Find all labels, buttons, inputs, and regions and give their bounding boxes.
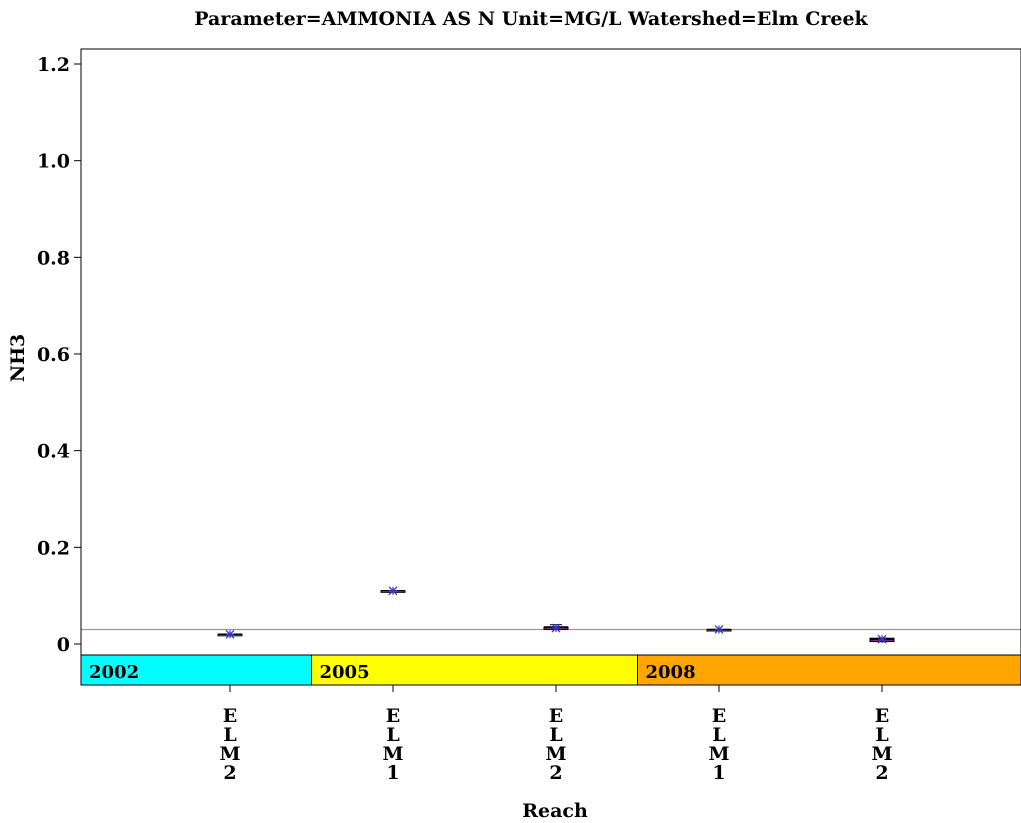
box-series bbox=[217, 586, 895, 644]
x-tick-label-char: 2 bbox=[223, 762, 236, 784]
y-axis-label: NH3 bbox=[7, 334, 29, 383]
y-tick-label: 0.4 bbox=[37, 441, 70, 463]
box-1 bbox=[380, 586, 406, 596]
year-band-2005 bbox=[311, 654, 638, 686]
x-tick-label-char: M bbox=[871, 743, 892, 765]
x-tick-label-char: E bbox=[875, 705, 889, 727]
year-band-label: 2005 bbox=[320, 662, 370, 683]
mean-marker bbox=[225, 629, 235, 639]
x-tick-label-char: M bbox=[382, 743, 403, 765]
mean-marker bbox=[714, 625, 724, 634]
x-tick-label-char: L bbox=[712, 724, 725, 746]
x-tick-label-char: E bbox=[549, 705, 563, 727]
year-band-label: 2008 bbox=[646, 662, 696, 683]
chart-title: Parameter=AMMONIA AS N Unit=MG/L Watersh… bbox=[194, 8, 868, 30]
x-axis-label: Reach bbox=[522, 800, 588, 822]
x-tick-label-char: M bbox=[545, 743, 566, 765]
y-axis: 0 0.2 0.4 0.6 0.8 1.0 1.2 bbox=[37, 54, 81, 656]
box-3 bbox=[706, 625, 732, 634]
y-tick-label: 1.0 bbox=[37, 151, 70, 173]
x-tick-label-char: E bbox=[386, 705, 400, 727]
x-tick-label-char: M bbox=[708, 743, 729, 765]
x-tick-label-char: L bbox=[875, 724, 888, 746]
x-tick-label-char: L bbox=[223, 724, 236, 746]
x-tick-label-char: M bbox=[219, 743, 240, 765]
y-tick-label: 0.2 bbox=[37, 537, 70, 559]
box-2 bbox=[543, 623, 569, 633]
y-tick-label: 1.2 bbox=[37, 54, 70, 76]
y-tick-label: 0.8 bbox=[37, 247, 70, 269]
x-tick-label-char: E bbox=[712, 705, 726, 727]
box-4 bbox=[869, 634, 895, 644]
x-tick-label-char: 1 bbox=[712, 762, 725, 784]
box-0 bbox=[217, 629, 243, 639]
mean-marker bbox=[551, 623, 561, 633]
year-band-label: 2002 bbox=[89, 662, 139, 683]
y-tick-label: 0 bbox=[57, 634, 70, 656]
x-tick-label-char: L bbox=[549, 724, 562, 746]
year-bands: 2002 2005 2008 bbox=[80, 654, 1021, 686]
x-tick-label-char: L bbox=[386, 724, 399, 746]
mean-marker bbox=[388, 586, 398, 596]
x-tick-label-char: 2 bbox=[875, 762, 888, 784]
plot-frame bbox=[80, 48, 1021, 686]
mean-marker bbox=[877, 634, 887, 644]
x-tick-label-char: 2 bbox=[549, 762, 562, 784]
x-tick-label-char: 1 bbox=[386, 762, 399, 784]
x-tick-label-char: E bbox=[223, 705, 237, 727]
y-tick-label: 0.6 bbox=[37, 344, 70, 366]
year-band-2002 bbox=[80, 654, 312, 686]
